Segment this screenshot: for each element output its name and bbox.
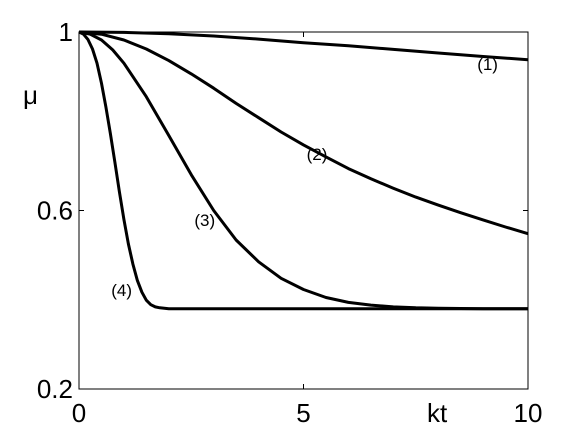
series-line-1 bbox=[78, 30, 529, 62]
y-tick-label-2: 1 bbox=[59, 17, 73, 47]
axis-ticks bbox=[78, 31, 529, 390]
plot-frame bbox=[78, 31, 529, 390]
curve-label-3: (3) bbox=[194, 211, 215, 230]
series-line-3 bbox=[78, 30, 528, 311]
x-tick-label-2: 10 bbox=[514, 398, 543, 428]
x-tick-label-1: 5 bbox=[296, 398, 310, 428]
series-lines bbox=[78, 30, 529, 311]
y-tick-label-1: 0.6 bbox=[37, 196, 73, 226]
curve-label-1: (1) bbox=[477, 55, 498, 74]
tick-labels: 0 5 10 0.2 0.6 1 bbox=[37, 17, 543, 428]
x-tick-label-0: 0 bbox=[72, 398, 86, 428]
y-axis-label: μ bbox=[23, 80, 38, 110]
curve-labels: (1) (2) (3) (4) bbox=[111, 55, 498, 300]
series-line-2 bbox=[78, 30, 529, 236]
curve-label-4: (4) bbox=[111, 281, 132, 300]
curve-label-2: (2) bbox=[307, 145, 328, 164]
y-tick-label-0: 0.2 bbox=[37, 374, 73, 404]
x-axis-label: kt bbox=[427, 398, 448, 428]
series-line-4 bbox=[78, 30, 528, 311]
